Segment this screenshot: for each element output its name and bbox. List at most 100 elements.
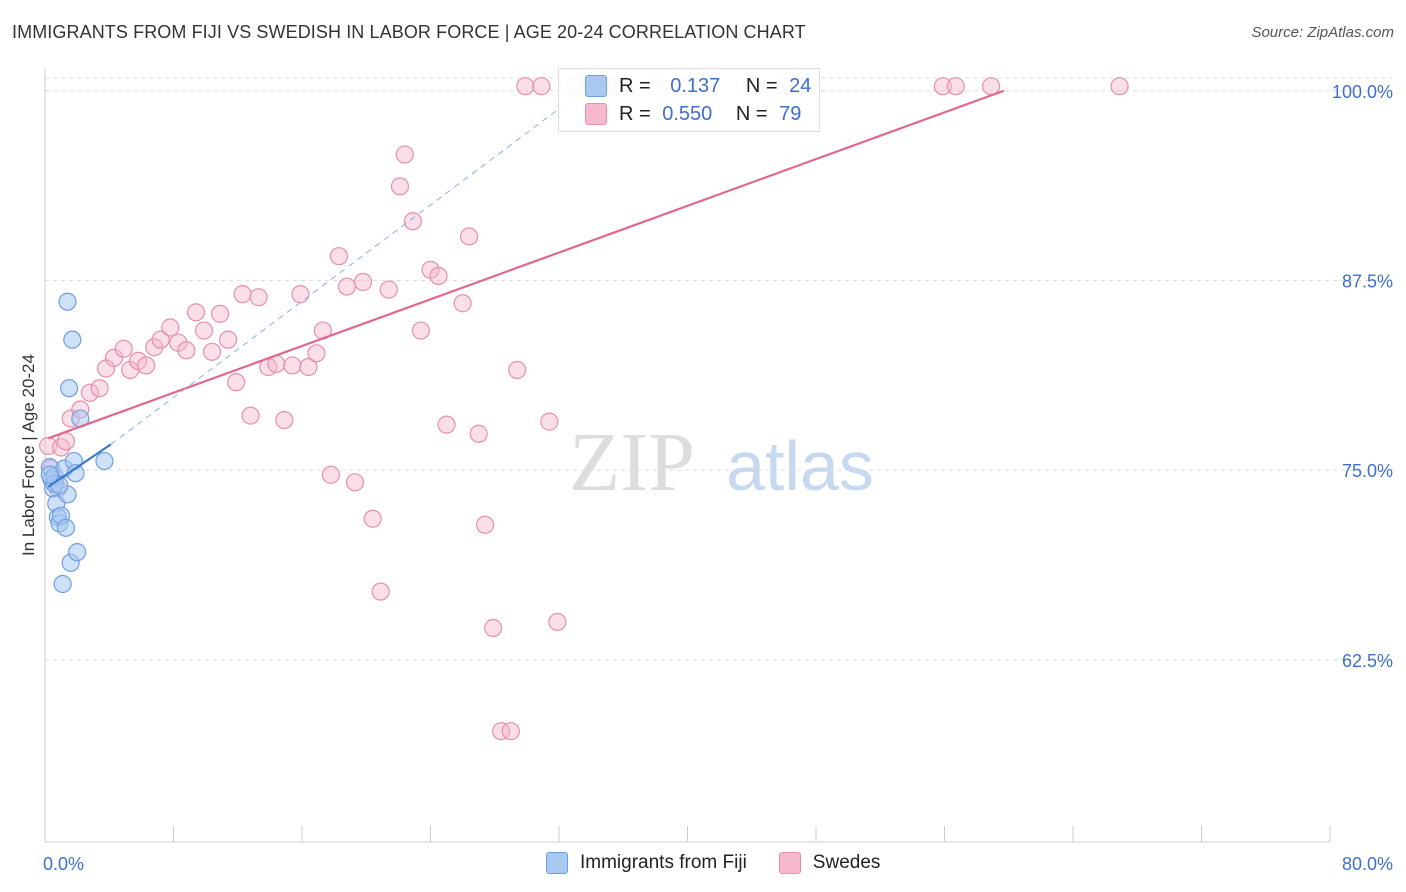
fiji-trend-line	[47, 443, 112, 488]
fiji-point	[59, 379, 79, 398]
swedes-point	[329, 247, 349, 266]
swedes-legend-label: Swedes	[812, 852, 881, 873]
swedes-point	[241, 406, 260, 425]
fiji-r-value: 0.137	[670, 74, 721, 97]
fiji-point	[53, 574, 72, 594]
swedes-point	[275, 410, 294, 430]
x-tick-label-max: 80.0%	[1342, 854, 1393, 874]
swedes-point	[379, 280, 398, 299]
trend-lines	[47, 89, 1005, 488]
swedes-n-label: N =	[735, 102, 768, 125]
swedes-point	[227, 373, 246, 392]
swedes-point	[177, 341, 196, 360]
swedes-point	[104, 348, 124, 367]
y-tick-label: 62.5%	[1342, 651, 1393, 671]
swedes-point	[337, 277, 357, 296]
swedes-point	[219, 330, 238, 349]
fiji-points	[40, 292, 114, 594]
swedes-point	[80, 383, 100, 402]
swedes-point	[202, 342, 222, 361]
swedes-point	[151, 330, 170, 349]
swedes-legend-swatch	[778, 852, 801, 874]
swedes-n-value: 79	[779, 102, 802, 125]
fiji-point	[56, 518, 75, 537]
tick-labels: 62.5% 75.0% 87.5% 100.0% 0.0% 80.0%	[43, 82, 1393, 874]
swedes-point	[548, 612, 567, 632]
swedes-point	[540, 412, 559, 431]
swedes-point	[137, 356, 156, 375]
swedes-points	[39, 77, 1129, 741]
swedes-point	[429, 266, 448, 286]
swedes-point	[161, 318, 180, 337]
fiji-point	[68, 543, 87, 562]
swedes-point	[291, 285, 310, 304]
swedes-point	[459, 227, 479, 246]
swedes-point	[345, 473, 365, 492]
swedes-point	[946, 77, 965, 96]
legend-item-swedes: Swedes	[778, 852, 881, 874]
legend-item-fiji: Immigrants from Fiji	[546, 852, 747, 874]
swedes-point	[476, 515, 495, 534]
swedes-point	[508, 360, 527, 380]
swedes-point	[307, 344, 326, 363]
swedes-point	[437, 415, 456, 434]
swedes-point	[371, 582, 390, 601]
fiji-n-label: N =	[745, 74, 778, 97]
fiji-point	[63, 330, 82, 349]
y-axis-label: In Labor Force | Age 20-24	[19, 354, 38, 556]
swedes-point	[403, 212, 422, 231]
swedes-point	[114, 339, 133, 358]
swedes-point	[233, 285, 252, 304]
swedes-point	[501, 722, 520, 741]
fiji-point	[95, 451, 114, 471]
chart-title: IMMIGRANTS FROM FIJI VS SWEDISH IN LABOR…	[12, 22, 806, 42]
swedes-r-value: 0.550	[662, 102, 713, 125]
watermark-atlas: atlas	[726, 427, 874, 505]
gridlines	[45, 77, 1392, 661]
swedes-point	[56, 432, 75, 451]
series-legend: Immigrants from Fiji Swedes	[546, 852, 912, 874]
swedes-point	[395, 145, 414, 164]
watermark-zip: ZIP	[569, 416, 695, 509]
swedes-point	[363, 509, 382, 528]
swedes-point	[492, 722, 511, 741]
swedes-point	[532, 77, 551, 96]
swedes-point	[469, 424, 488, 443]
axes	[44, 68, 1331, 843]
swedes-point	[516, 77, 535, 96]
swedes-point	[353, 272, 373, 292]
swedes-point	[933, 77, 952, 96]
fiji-swatch	[585, 75, 607, 97]
x-tick-label-min: 0.0%	[43, 854, 84, 874]
swedes-point	[194, 321, 214, 340]
fiji-legend-swatch	[546, 852, 568, 874]
y-tick-label: 100.0%	[1332, 82, 1393, 102]
source-label: Source: ZipAtlas.com	[1251, 24, 1394, 41]
swedes-r-label: R =	[619, 102, 651, 125]
swedes-point	[210, 304, 230, 323]
swedes-point	[1110, 77, 1129, 96]
swedes-point	[249, 288, 268, 307]
swedes-point	[411, 321, 430, 340]
swedes-point	[145, 338, 164, 357]
y-tick-label: 87.5%	[1342, 271, 1393, 291]
swedes-point	[90, 379, 109, 398]
swedes-point	[299, 357, 318, 377]
fiji-point	[58, 292, 77, 311]
swedes-point	[484, 618, 503, 638]
swedes-trend-line	[47, 89, 1005, 440]
fiji-point	[40, 465, 59, 484]
watermark: ZIP atlas	[569, 416, 874, 509]
swedes-point	[51, 438, 71, 457]
fiji-n-value: 24	[789, 74, 812, 97]
fiji-r-label: R =	[619, 74, 651, 97]
swedes-swatch	[585, 103, 607, 125]
swedes-point	[453, 294, 472, 313]
y-tick-label: 75.0%	[1342, 461, 1393, 481]
swedes-point	[186, 303, 206, 322]
swedes-point	[390, 177, 410, 196]
fiji-legend-label: Immigrants from Fiji	[580, 852, 747, 873]
stats-legend: R = 0.137 N = 24 R = 0.550 N = 79	[558, 68, 820, 132]
swedes-point	[321, 465, 341, 484]
